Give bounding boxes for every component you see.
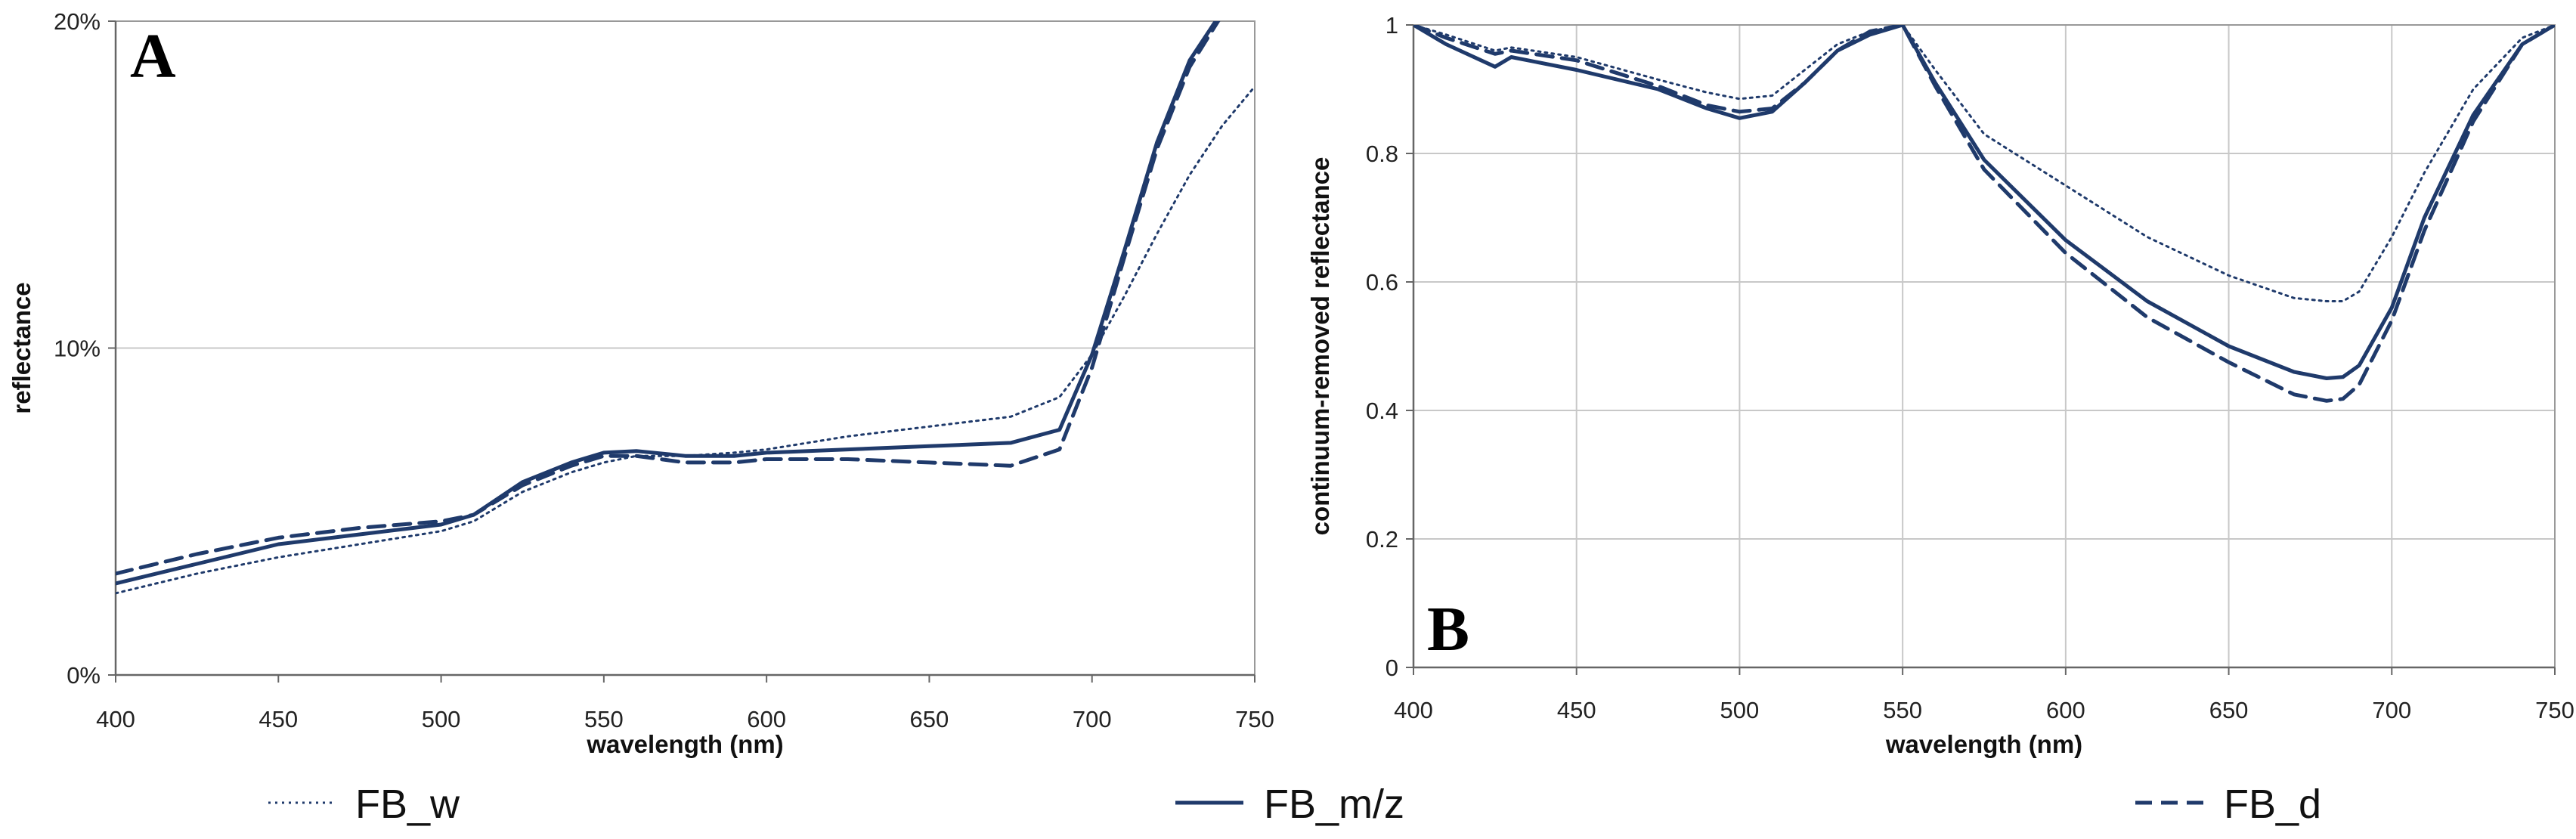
pa-x-tick-label-2: 500 — [422, 706, 461, 732]
pa-x-axis-title: wavelength (nm) — [586, 730, 783, 758]
pb-y-tick-label-5: 1 — [1386, 12, 1398, 39]
pb-y-tick-label-2: 0.4 — [1366, 398, 1398, 424]
pb-y-tick-label-4: 0.8 — [1366, 141, 1398, 167]
pa-y-tick-label-2: 20% — [54, 8, 101, 35]
pa-x-tick-label-0: 400 — [96, 706, 135, 732]
pa-x-tick-label-4: 600 — [747, 706, 786, 732]
pb-y-tick-label-3: 0.6 — [1366, 269, 1398, 296]
pb-panel-letter: B — [1427, 594, 1469, 664]
pa-x-tick-label-6: 700 — [1073, 706, 1112, 732]
pa-series-group — [116, 21, 1255, 595]
pa-y-tick-label-1: 10% — [54, 336, 101, 362]
pa-x-tick-label-5: 650 — [910, 706, 949, 732]
pa-y-axis-title: reflectance — [8, 282, 36, 413]
pb-series-group — [1413, 25, 2555, 403]
legend-label-fb-d: FB_d — [2224, 782, 2321, 827]
pb-x-tick-label-3: 550 — [1883, 697, 1922, 723]
pb-x-tick-label-7: 750 — [2535, 697, 2574, 723]
pb-series-w-line — [1413, 25, 2555, 302]
pb-plot-frame — [1413, 24, 2556, 668]
pa-series-w-line — [116, 85, 1255, 595]
pb-y-tick-label-1: 0.2 — [1366, 526, 1398, 553]
legend-item-fb-d: FB_d — [2135, 782, 2321, 827]
pb-x-tick-label-0: 400 — [1394, 697, 1433, 723]
pb-y-axis-title: continuum-removed reflectance — [1306, 157, 1334, 536]
pa-y-tick-label-0: 0% — [67, 662, 101, 689]
legend: FB_w FB_m/z FB_d — [268, 782, 2321, 827]
pb-series-mz-line — [1413, 25, 2555, 380]
pb-x-tick-label-4: 600 — [2046, 697, 2085, 723]
pb-series-d-line — [1413, 25, 2555, 403]
legend-item-fb-w: FB_w — [268, 782, 460, 827]
pb-x-tick-label-6: 700 — [2372, 697, 2411, 723]
pb-y-tick-label-0: 0 — [1386, 655, 1398, 681]
chart-panel-a: 400 450 500 550 600 650 700 750 0% 10% 20% waveleng… — [8, 8, 1274, 758]
pb-x-tick-label-2: 500 — [1720, 697, 1760, 723]
pb-x-tick-label-1: 450 — [1557, 697, 1596, 723]
pa-x-tick-label-1: 450 — [259, 706, 298, 732]
legend-label-fb-mz: FB_m/z — [1264, 782, 1404, 827]
pb-x-axis-title: wavelength (nm) — [1885, 730, 2082, 758]
legend-item-fb-mz: FB_m/z — [1175, 782, 1404, 827]
pa-x-tick-label-7: 750 — [1235, 706, 1274, 732]
pb-x-tick-label-5: 650 — [2209, 697, 2249, 723]
pa-series-mz-line — [116, 21, 1218, 586]
pa-panel-letter: A — [130, 21, 176, 91]
pa-x-tick-label-3: 550 — [584, 706, 624, 732]
legend-label-fb-w: FB_w — [355, 782, 460, 827]
chart-panel-b: 400 450 500 550 600 650 700 750 0 0.2 0.4 0.6 0.8 1 wa… — [1306, 12, 2574, 758]
pa-series-d-line — [116, 21, 1221, 576]
